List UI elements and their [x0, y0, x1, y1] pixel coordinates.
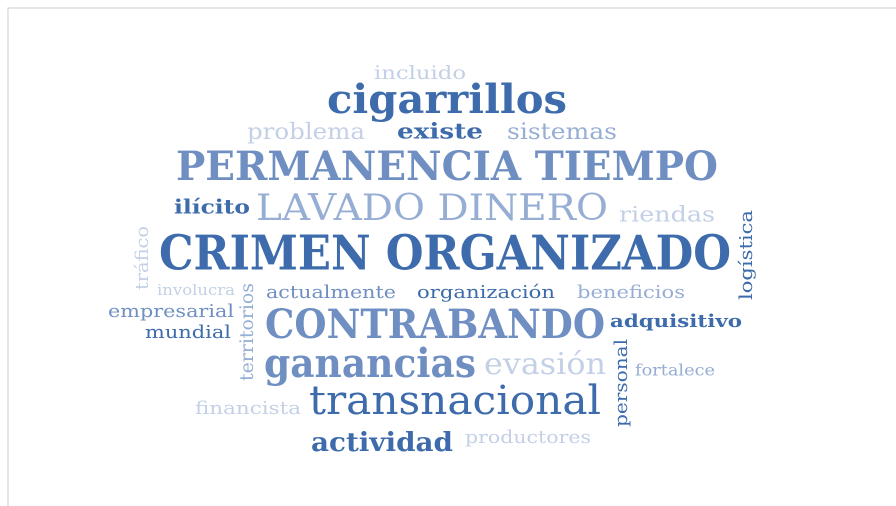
word: LAVADO DINERO: [256, 188, 608, 229]
word: organización: [417, 282, 555, 303]
word: beneficios: [577, 282, 685, 303]
word: cigarrillos: [327, 76, 567, 123]
word: actividad: [311, 428, 453, 458]
word: financista: [195, 398, 301, 419]
word: PERMANENCIA TIEMPO: [176, 143, 718, 190]
word: mundial: [145, 322, 231, 343]
word: ganancias: [264, 340, 476, 387]
word: CONTRABANDO: [265, 301, 605, 348]
word: involucra: [157, 281, 235, 299]
frame: [7, 7, 896, 506]
word: evasión: [484, 347, 606, 382]
word: problema: [247, 120, 365, 145]
word: adquisitivo: [610, 311, 742, 332]
word: ilícito: [174, 195, 250, 219]
word: fortalece: [635, 361, 715, 380]
word: incluido: [374, 62, 466, 84]
word: logística: [736, 210, 757, 300]
word: existe: [397, 119, 483, 144]
word: tráfico: [132, 226, 153, 290]
word: personal: [611, 339, 632, 427]
word: territorios: [236, 283, 258, 381]
word: actualmente: [266, 282, 396, 303]
word: sistemas: [507, 120, 617, 145]
word: empresarial: [108, 301, 234, 322]
word: CRIMEN ORGANIZADO: [159, 226, 731, 282]
word: transnacional: [309, 378, 601, 424]
word: productores: [465, 427, 591, 448]
word: riendas: [619, 203, 715, 227]
